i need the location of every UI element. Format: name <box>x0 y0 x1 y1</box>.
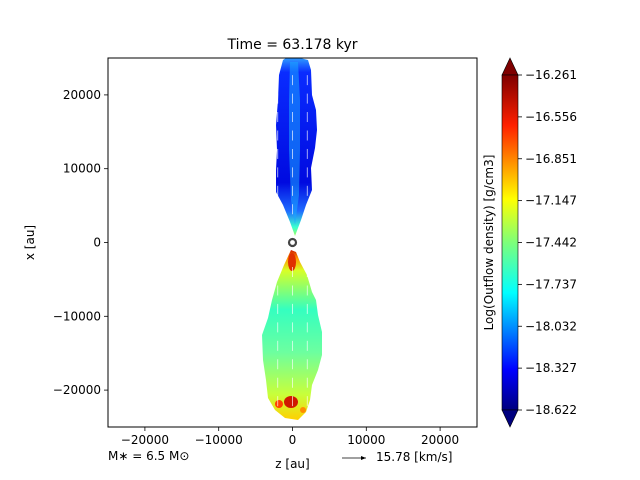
x-tick-label: −20000 <box>121 433 169 447</box>
density-knot-tip-3 <box>300 407 306 413</box>
colorbar-ticks: −16.261 −16.556 −16.851 −17.147 −17.442 −17.7… <box>518 68 577 417</box>
density-knot-tip-2 <box>275 400 283 408</box>
velocity-key-arrowhead <box>361 456 366 460</box>
y-axis-ticks: −20000 −10000 0 10000 20000 <box>53 88 108 397</box>
y-tick-label: 10000 <box>63 162 101 176</box>
y-tick-label: −10000 <box>53 309 101 323</box>
velocity-key-label: 15.78 [km/s] <box>376 450 452 464</box>
colorbar-tick-label: −16.556 <box>525 110 577 124</box>
density-knot-base <box>288 253 296 271</box>
colorbar-tick-label: −18.622 <box>525 403 577 417</box>
colorbar-extend-bottom <box>501 409 519 428</box>
y-tick-label: 20000 <box>63 88 101 102</box>
x-axis-ticks: −20000 −10000 0 10000 20000 <box>121 427 459 447</box>
colorbar-tick-label: −16.851 <box>525 152 577 166</box>
colorbar: −16.261 −16.556 −16.851 −17.147 −17.442 −17.7… <box>482 57 577 428</box>
density-knot-tip <box>284 396 298 408</box>
colorbar-extend-top <box>501 57 519 76</box>
colorbar-tick-label: −17.737 <box>525 277 577 291</box>
chart-title: Time = 63.178 kyr <box>227 37 358 53</box>
stellar-mass-label: M∗ = 6.5 M⊙ <box>108 449 189 463</box>
colorbar-tick-label: −18.327 <box>525 361 577 375</box>
velocity-vectors <box>277 75 308 407</box>
x-axis-label: z [au] <box>275 457 309 471</box>
x-tick-label: 20000 <box>421 433 459 447</box>
x-tick-label: 0 <box>289 433 297 447</box>
upper-lobe-core <box>289 62 300 225</box>
velocity-key: 15.78 [km/s] <box>342 450 452 464</box>
colorbar-tick-label: −16.261 <box>525 68 577 82</box>
colorbar-tick-label: −18.032 <box>525 319 577 333</box>
y-tick-label: 0 <box>93 236 101 250</box>
x-tick-label: 10000 <box>347 433 385 447</box>
colorbar-gradient <box>501 74 519 411</box>
y-tick-label: −20000 <box>53 383 101 397</box>
protostar-marker <box>287 237 298 248</box>
plot-area <box>108 58 477 427</box>
colorbar-tick-label: −17.442 <box>525 236 577 250</box>
x-tick-label: −10000 <box>195 433 243 447</box>
colorbar-label: Log(Outflow density) [g/cm3] <box>482 155 496 331</box>
y-axis-label: x [au] <box>23 225 37 260</box>
colorbar-tick-label: −17.147 <box>525 194 577 208</box>
